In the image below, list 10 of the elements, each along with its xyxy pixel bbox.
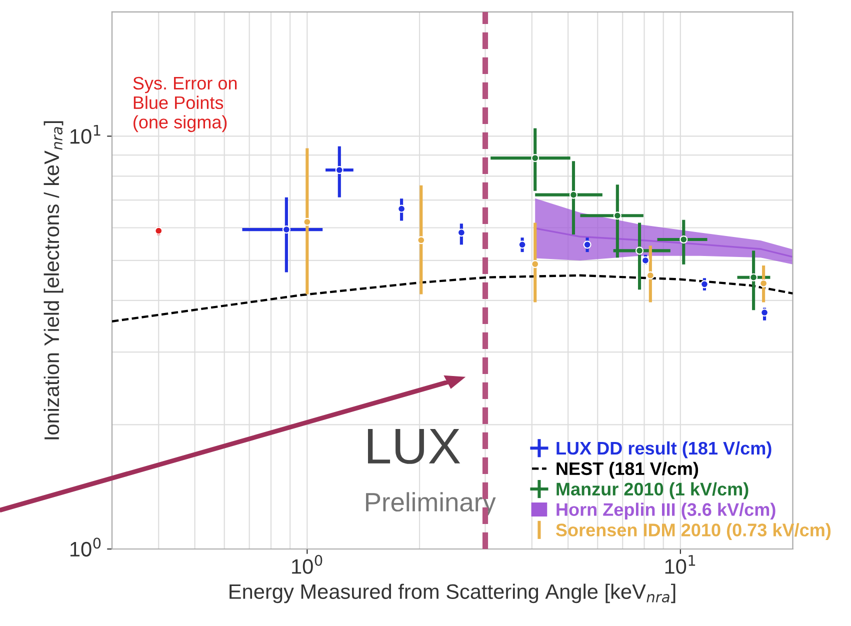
legend-label: LUX DD result (181 V/cm) [556,441,772,458]
legend-label: NEST (181 V/cm) [556,462,698,479]
annotation: Sys. Error on Blue Points (one sigma) [133,76,237,132]
y-axis-title: Ionization Yield [electrons / keV$_{nra}$] [44,121,64,440]
legend-label: Manzur 2010 (1 kV/cm) [556,482,748,500]
x-axis-title: Energy Measured from Scattering Angle [keV$_{nra}$] [230,584,676,604]
annotation: LUX [368,429,460,464]
legend-label: Sorensen IDM 2010 (0.73 kV/cm) [556,523,831,540]
legend-label: Horn Zeplin III (3.6 kV/cm) [556,502,776,520]
annotation: Preliminary [366,492,496,517]
